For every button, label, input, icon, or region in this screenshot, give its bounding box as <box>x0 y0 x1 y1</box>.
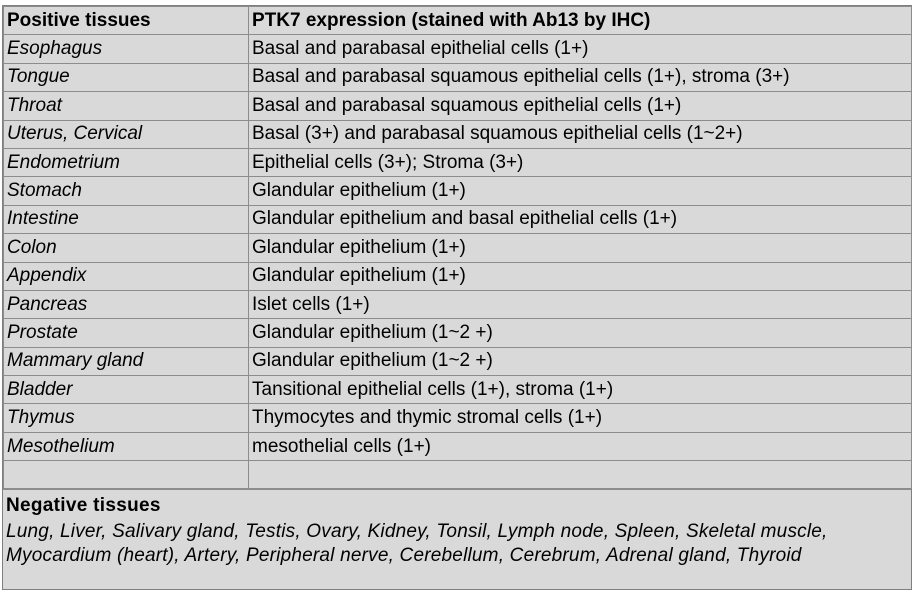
ptk7-expression-sheet: Positive tissues PTK7 expression (staine… <box>2 5 912 590</box>
positive-tissues-table: Positive tissues PTK7 expression (staine… <box>3 5 912 490</box>
table-row: Bladder Tansitional epithelial cells (1+)… <box>3 375 912 405</box>
table-row: Throat Basal and parabasal squamous epith… <box>3 91 912 121</box>
table-row: Mesothelium mesothelial cells (1+) <box>3 431 912 462</box>
expression-cell: Basal and parabasal squamous epithelial … <box>248 62 912 93</box>
expression-cell: mesothelial cells (1+) <box>248 431 912 462</box>
tissue-name-cell: Throat <box>3 91 249 121</box>
tissue-name-cell: Pancreas <box>3 289 249 320</box>
header-positive-tissues: Positive tissues <box>3 5 249 36</box>
tissue-name-cell: Mammary gland <box>3 346 249 377</box>
table-row: Stomach Glandular epithelium (1+) <box>3 176 912 206</box>
expression-cell: Basal and parabasal epithelial cells (1+… <box>248 34 912 64</box>
table-row: Uterus, Cervical Basal (3+) and parabasal… <box>3 119 912 149</box>
expression-cell: Glandular epithelium (1~2 +) <box>248 318 912 348</box>
tissue-name-cell: Mesothelium <box>3 431 249 462</box>
table-row: Pancreas Islet cells (1+) <box>3 289 912 320</box>
expression-cell: Glandular epithelium (1+) <box>248 176 912 206</box>
expression-cell: Glandular epithelium (1+) <box>248 261 912 291</box>
table-row: Endometrium Epithelial cells (3+); Stroma… <box>3 147 912 178</box>
table-row: Esophagus Basal and parabasal epithelial … <box>3 34 912 64</box>
tissue-name-cell: Uterus, Cervical <box>3 119 249 149</box>
tissue-name-cell: Esophagus <box>3 34 249 64</box>
negative-tissues-title: Negative tissues <box>6 495 161 517</box>
tissue-name-cell: Tongue <box>3 62 249 93</box>
tissue-name-cell: Thymus <box>3 403 249 433</box>
tissue-name-cell: Stomach <box>3 176 249 206</box>
tissue-name-cell: Intestine <box>3 204 249 235</box>
expression-cell: Basal (3+) and parabasal squamous epithe… <box>248 119 912 149</box>
table-header-row: Positive tissues PTK7 expression (staine… <box>3 5 912 36</box>
expression-cell: Glandular epithelium and basal epithelia… <box>248 204 912 235</box>
expression-cell: Glandular epithelium (1~2 +) <box>248 346 912 377</box>
table-row: Appendix Glandular epithelium (1+) <box>3 261 912 291</box>
tissue-name-cell: Bladder <box>3 375 249 405</box>
table-row: Mammary gland Glandular epithelium (1~2 +… <box>3 346 912 377</box>
table-row: Colon Glandular epithelium (1+) <box>3 233 912 263</box>
empty-cell <box>3 460 249 490</box>
expression-cell: Basal and parabasal squamous epithelial … <box>248 91 912 121</box>
negative-tissues-section: Negative tissues Lung, Liver, Salivary g… <box>3 489 911 568</box>
tissue-name-cell: Endometrium <box>3 147 249 178</box>
expression-cell: Tansitional epithelial cells (1+), strom… <box>248 375 912 405</box>
empty-row <box>3 460 912 490</box>
table-row: Prostate Glandular epithelium (1~2 +) <box>3 318 912 348</box>
empty-cell <box>248 460 912 490</box>
expression-cell: Epithelial cells (3+); Stroma (3+) <box>248 147 912 178</box>
expression-cell: Islet cells (1+) <box>248 289 912 320</box>
tissue-name-cell: Appendix <box>3 261 249 291</box>
expression-cell: Glandular epithelium (1+) <box>248 233 912 263</box>
table-row: Intestine Glandular epithelium and basal … <box>3 204 912 235</box>
expression-cell: Thymocytes and thymic stromal cells (1+) <box>248 403 912 433</box>
table-row: Thymus Thymocytes and thymic stromal cell… <box>3 403 912 433</box>
header-ptk7-expression: PTK7 expression (stained with Ab13 by IH… <box>248 5 912 36</box>
tissue-name-cell: Prostate <box>3 318 249 348</box>
negative-tissues-list: Lung, Liver, Salivary gland, Testis, Ova… <box>6 521 828 567</box>
tissue-name-cell: Colon <box>3 233 249 263</box>
table-row: Tongue Basal and parabasal squamous epith… <box>3 62 912 93</box>
